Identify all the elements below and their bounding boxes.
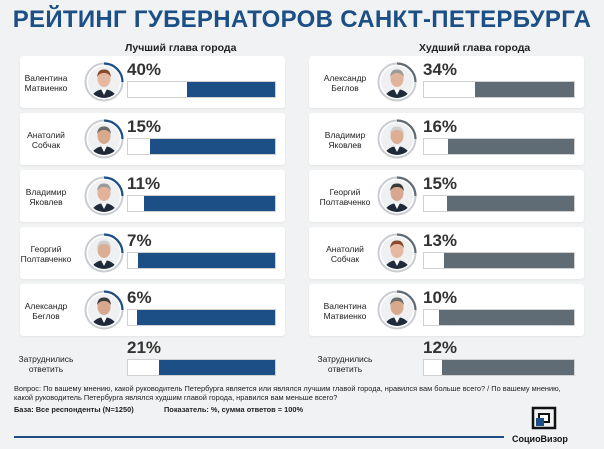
portrait-beglov-icon xyxy=(377,62,417,102)
portrait-matvienko-icon xyxy=(84,62,124,102)
portrait-yakovlev-icon xyxy=(84,176,124,216)
value-label: 10% xyxy=(423,288,458,307)
bar xyxy=(423,359,575,376)
chart-title-0: Лучший глава города xyxy=(125,42,237,54)
page-title: РЕЙТИНГ ГУБЕРНАТОРОВ САНКТ-ПЕТЕРБУРГА xyxy=(12,6,592,33)
row-name: Валентина Матвиенко xyxy=(323,301,367,321)
bar xyxy=(127,252,276,269)
row-name: Анатолий Собчак xyxy=(326,244,364,264)
bar-fill xyxy=(150,139,275,154)
bar-fill xyxy=(136,310,275,325)
row-name: Владимир Яковлев xyxy=(324,130,366,150)
value-label: 21% xyxy=(127,338,162,357)
bar-fill xyxy=(158,360,275,375)
row-name: Георгий Полтавченко xyxy=(319,187,371,207)
bar xyxy=(423,195,575,212)
bar xyxy=(423,252,575,269)
portrait-yakovlev-icon xyxy=(377,119,417,159)
row-name: Александр Беглов xyxy=(323,73,367,93)
chart-title-1: Худший глава города xyxy=(419,42,531,54)
bar-fill xyxy=(138,253,275,268)
portrait-beglov-icon xyxy=(84,290,124,330)
portrait-poltavchenko-icon xyxy=(84,233,124,273)
row-name: Анатолий Собчак xyxy=(27,130,65,150)
bar-fill xyxy=(443,253,574,268)
bar xyxy=(423,309,575,326)
bar-fill xyxy=(448,139,574,154)
bar-fill xyxy=(439,310,574,325)
value-label: 40% xyxy=(127,60,162,79)
question-text: Вопрос: По вашему мнению, какой руководи… xyxy=(14,384,561,402)
value-label: 11% xyxy=(127,174,161,193)
portrait-sobchak-icon xyxy=(377,233,417,273)
base-text: База: Все респонденты (N=1250) xyxy=(14,405,134,414)
bar-fill xyxy=(442,360,574,375)
bar xyxy=(127,195,276,212)
value-label: 15% xyxy=(127,117,162,136)
bar-fill xyxy=(186,82,275,97)
portrait-matvienko-icon xyxy=(377,290,417,330)
bar xyxy=(423,81,575,98)
row-name: Валентина Матвиенко xyxy=(24,73,68,93)
bar-fill xyxy=(475,82,574,97)
indicator-text: Показатель: %, сумма ответов = 100% xyxy=(164,405,304,414)
row-name: Георгий Полтавченко xyxy=(20,244,72,264)
portrait-poltavchenko-icon xyxy=(377,176,417,216)
value-label: 13% xyxy=(423,231,458,250)
portrait-sobchak-icon xyxy=(84,119,124,159)
bar xyxy=(127,138,276,155)
value-label: 34% xyxy=(423,60,458,79)
bar xyxy=(127,359,276,376)
row-name: Затруднились ответить xyxy=(317,354,373,374)
bar xyxy=(127,309,276,326)
value-label: 16% xyxy=(423,117,458,136)
bar-fill xyxy=(144,196,275,211)
row-name: Александр Беглов xyxy=(24,301,68,321)
sociovisor-logo-icon xyxy=(531,406,559,432)
bar xyxy=(423,138,575,155)
footer-divider xyxy=(14,436,504,438)
value-label: 6% xyxy=(127,288,152,307)
row-name: Затруднились ответить xyxy=(18,354,74,374)
value-label: 7% xyxy=(127,231,152,250)
value-label: 15% xyxy=(423,174,458,193)
row-name: Владимир Яковлев xyxy=(25,187,67,207)
logo-text: СоциоВизор xyxy=(512,434,568,444)
bar-fill xyxy=(446,196,574,211)
bar xyxy=(127,81,276,98)
value-label: 12% xyxy=(423,338,458,357)
